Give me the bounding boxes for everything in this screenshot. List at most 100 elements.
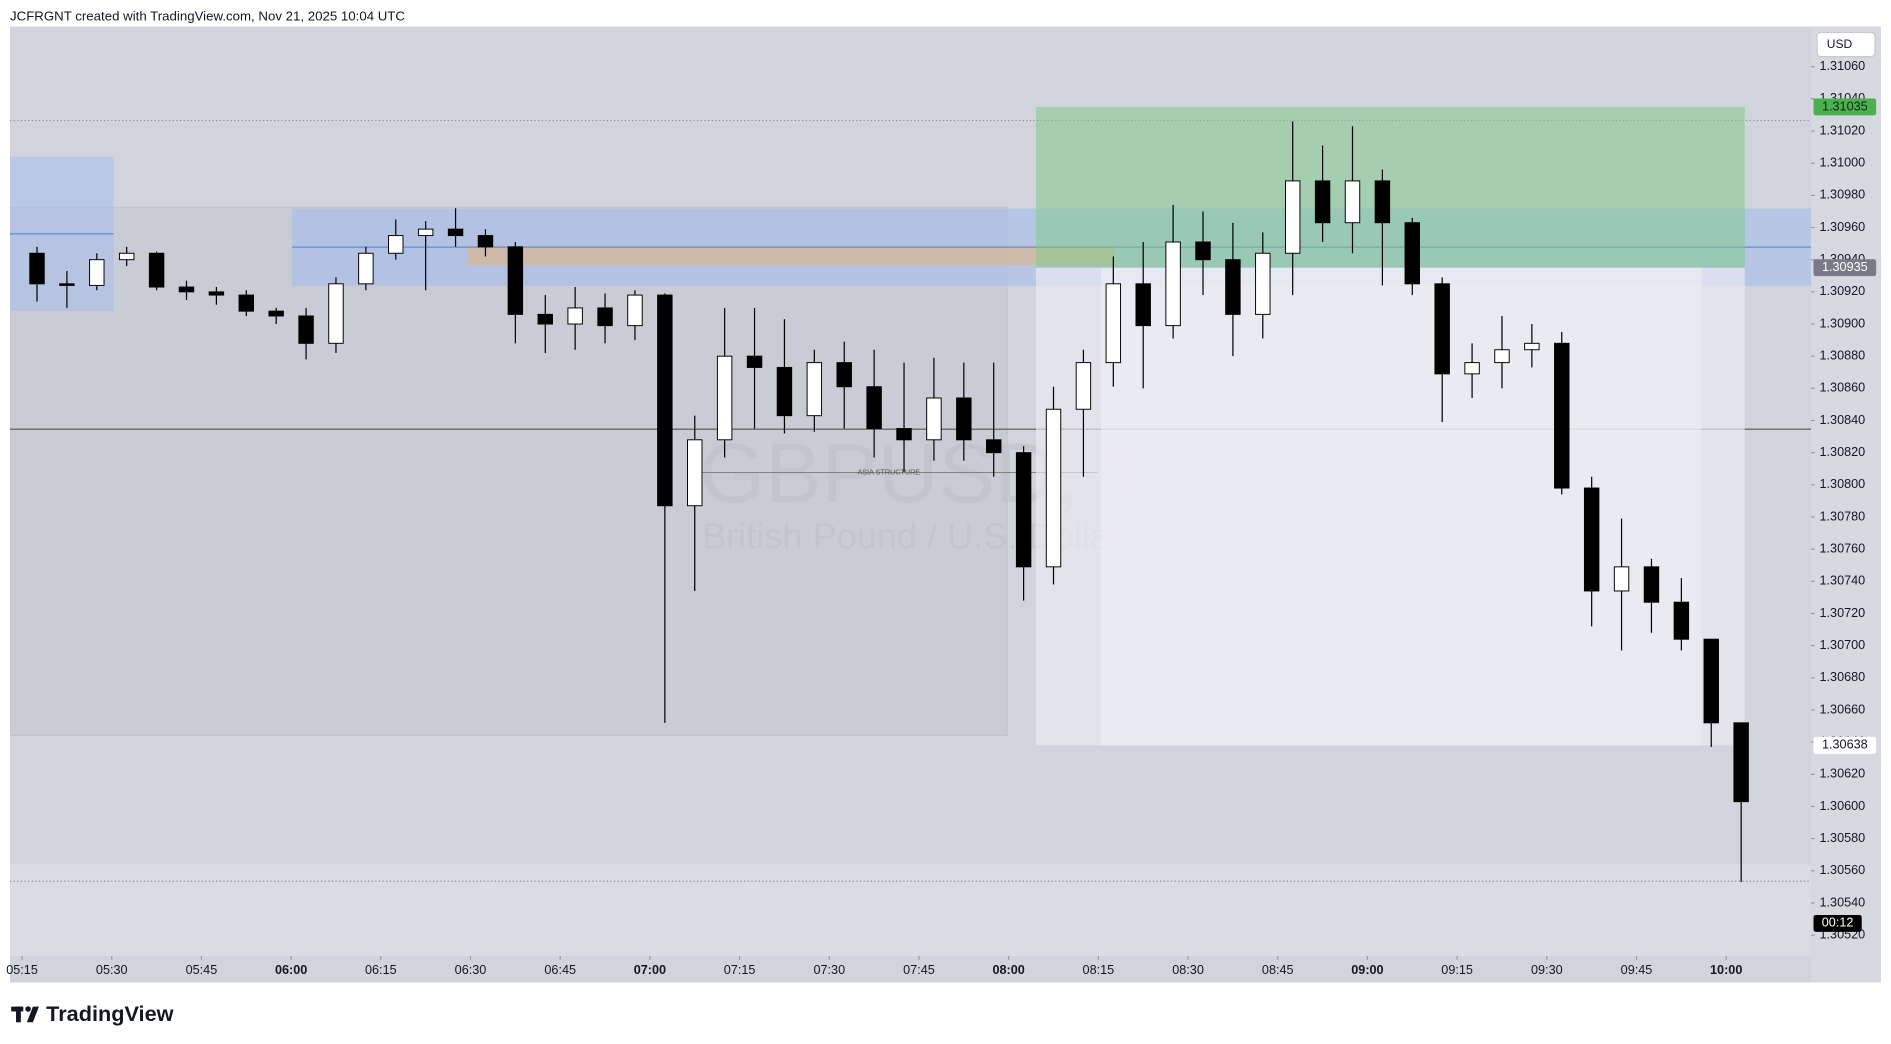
countdown: 00:12	[1822, 916, 1854, 930]
candle-body	[1135, 283, 1151, 327]
target-zone	[1035, 106, 1745, 268]
price-label: 1.30935	[1822, 260, 1868, 274]
currency-box[interactable]	[1816, 31, 1876, 58]
y-tick-label: 1.30540	[1820, 895, 1866, 909]
candle-body	[1643, 566, 1660, 603]
price-label-bg	[1813, 259, 1877, 277]
axes: 1.305201.305401.305601.305801.306001.306…	[6, 59, 1877, 977]
x-tick-label: 05:45	[186, 963, 218, 977]
candle-body	[836, 362, 852, 388]
candle-body	[1165, 241, 1181, 327]
x-tick-label: 08:00	[992, 963, 1024, 977]
y-tick-label: 1.30880	[1820, 349, 1866, 363]
candle-body	[298, 315, 314, 344]
stop-zone-inner	[1101, 267, 1702, 746]
candle-body	[477, 235, 494, 248]
x-tick-label: 09:00	[1351, 963, 1383, 977]
x-tick-label: 07:30	[813, 963, 845, 977]
candle-body	[567, 307, 583, 325]
candle-body	[447, 228, 464, 237]
x-tick-label: 06:00	[275, 963, 307, 977]
candles	[29, 121, 1749, 883]
x-tick-label: 05:15	[6, 963, 38, 977]
lower-band	[9, 864, 1812, 956]
candle-body	[238, 294, 255, 312]
candle-body	[896, 428, 912, 441]
candle-body	[627, 294, 643, 327]
y-tick-label: 1.30980	[1820, 188, 1866, 202]
candle-body	[1673, 601, 1690, 640]
candle-body	[776, 366, 793, 417]
candle-body	[1554, 342, 1570, 489]
candle-body	[746, 355, 763, 368]
candle-body	[1105, 283, 1122, 364]
y-tick-label: 1.30740	[1820, 574, 1866, 588]
candle-body	[1404, 222, 1421, 285]
header: JCFRGNT created with TradingView.com, No…	[10, 8, 405, 23]
candle-body	[956, 397, 972, 441]
x-tick-label: 07:15	[724, 963, 756, 977]
logo: TradingView	[46, 1001, 173, 1026]
logo-icon	[11, 1006, 39, 1023]
candle-body	[806, 362, 823, 417]
candle-body	[1075, 362, 1092, 410]
y-tick-label: 1.30660	[1820, 702, 1866, 716]
candle-body	[716, 355, 733, 441]
x-tick-label: 07:00	[634, 963, 666, 977]
candle-body	[1434, 283, 1450, 375]
position-tool	[1035, 106, 1745, 746]
candle-body	[507, 246, 524, 315]
candle-body	[597, 307, 613, 327]
x-tick-label: 08:30	[1172, 963, 1204, 977]
y-tick-label: 1.30840	[1820, 413, 1866, 427]
candle-body	[1613, 566, 1630, 592]
candle-body	[388, 235, 404, 254]
candle-body	[1255, 252, 1271, 315]
y-tick-label: 1.31020	[1820, 123, 1866, 137]
y-tick-label: 1.30900	[1820, 316, 1866, 330]
candle-body	[866, 386, 882, 430]
candle-body	[328, 283, 344, 344]
candle-body	[926, 397, 942, 441]
candle-body	[1464, 362, 1480, 375]
y-tick-label: 1.30560	[1820, 863, 1866, 877]
price-label: 1.31035	[1822, 99, 1868, 113]
x-tick-label: 07:45	[903, 963, 935, 977]
candle-body	[1524, 342, 1540, 351]
y-tick-label: 1.30680	[1820, 670, 1866, 684]
candle-body	[1195, 241, 1211, 261]
y-tick-label: 1.30780	[1820, 509, 1866, 523]
zone-box	[468, 245, 1115, 266]
y-tick-label: 1.30820	[1820, 445, 1866, 459]
candle-body	[118, 252, 135, 261]
candle-body	[986, 439, 1002, 454]
candle-body	[1225, 259, 1241, 315]
y-tick-label: 1.30580	[1820, 831, 1866, 845]
candle-body	[1583, 487, 1600, 592]
candle-body	[148, 252, 165, 288]
structure-label: ASIA STRUCTURE	[858, 467, 921, 476]
candle-body	[1733, 722, 1749, 803]
candle-body	[657, 294, 673, 507]
candle-body	[1494, 349, 1510, 364]
x-tick-label: 06:30	[455, 963, 487, 977]
x-tick-label: 09:30	[1531, 963, 1563, 977]
x-tick-label: 09:15	[1441, 963, 1473, 977]
candle-body	[59, 283, 75, 286]
y-tick-label: 1.30920	[1820, 284, 1866, 298]
y-tick-label: 1.30600	[1820, 799, 1866, 813]
x-tick-label: 10:00	[1710, 963, 1742, 977]
y-tick-label: 1.30960	[1820, 220, 1866, 234]
candle-body	[1015, 452, 1032, 568]
price-label: 1.30638	[1822, 738, 1868, 752]
x-tick-label: 08:45	[1262, 963, 1294, 977]
price-label-bg	[1813, 736, 1877, 754]
y-tick-label: 1.30860	[1820, 381, 1866, 395]
candle-body	[1344, 180, 1361, 224]
candle-body	[687, 439, 703, 507]
candle-body	[1314, 180, 1331, 224]
candle-body	[208, 291, 225, 296]
x-tick-label: 05:30	[96, 963, 128, 977]
